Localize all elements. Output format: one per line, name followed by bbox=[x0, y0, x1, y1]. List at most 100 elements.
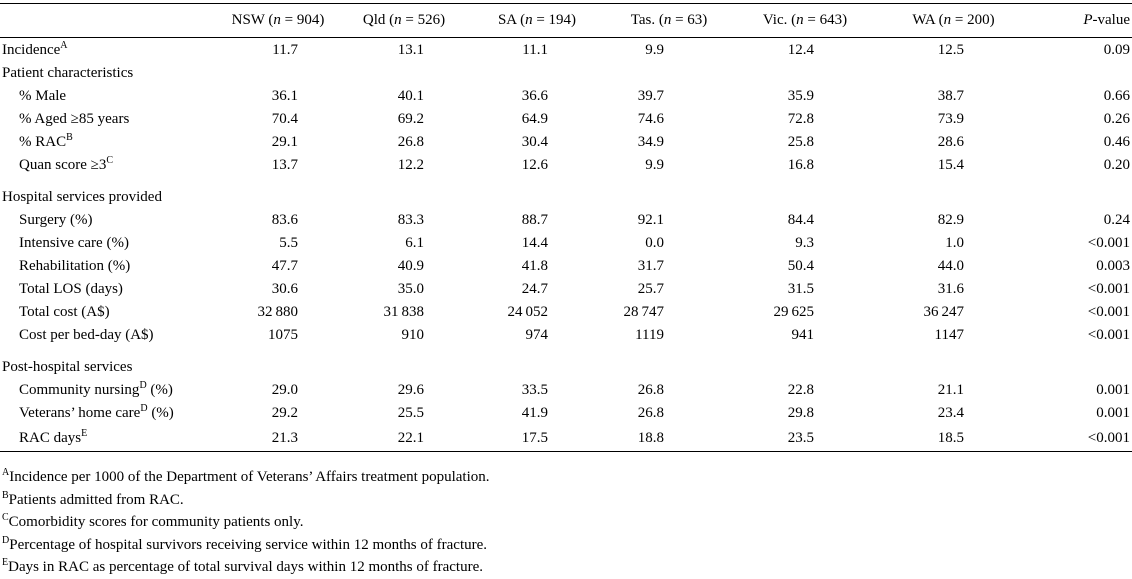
table-row: Total cost (A$) 32 880 31 838 24 052 28 747 2… bbox=[0, 300, 1132, 323]
value-cell: 25.8 bbox=[787, 133, 814, 150]
value-cell: 13.1 bbox=[397, 41, 424, 58]
footnote-mark: B bbox=[2, 489, 9, 501]
value-cell: 26.8 bbox=[637, 381, 664, 398]
n-symbol: n bbox=[525, 12, 533, 28]
value-cell: 24.7 bbox=[521, 280, 548, 297]
section-header-row: Patient characteristics bbox=[0, 61, 1132, 84]
n-equals: = bbox=[532, 12, 549, 28]
value-cell: 5.5 bbox=[279, 234, 298, 251]
value-cell: 26.8 bbox=[637, 404, 664, 421]
row-label: Cost per bed-day (A$) bbox=[0, 323, 218, 346]
value-cell: 34.9 bbox=[637, 133, 664, 150]
value-cell: 36.6 bbox=[521, 87, 548, 104]
pvalue-cell: <0.001 bbox=[1087, 280, 1130, 297]
table-row: IncidenceA 11.7 13.1 11.1 9.9 12.4 12.5 0.09 bbox=[0, 38, 1132, 62]
pvalue-cell: 0.09 bbox=[1103, 41, 1130, 58]
value-cell: 974 bbox=[525, 326, 549, 343]
header-blank bbox=[0, 3, 218, 38]
value-cell: 11.1 bbox=[522, 41, 548, 58]
row-label: RAC daysE bbox=[0, 424, 218, 452]
value-cell: 23.5 bbox=[734, 424, 876, 452]
col-header: Vic. (n = 643) bbox=[734, 3, 876, 38]
row-label: Rehabilitation (%) bbox=[0, 254, 218, 277]
pvalue-cell: 0.001 bbox=[1096, 381, 1130, 398]
value-cell: 40.9 bbox=[397, 257, 424, 274]
table-row: Cost per bed-day (A$) 1075 910 974 1119 941 11… bbox=[0, 323, 1132, 346]
row-label: Total cost (A$) bbox=[0, 300, 218, 323]
pvalue-header: P-value bbox=[1031, 3, 1132, 38]
pvalue-cell: <0.001 bbox=[1087, 326, 1130, 343]
row-label: % Male bbox=[0, 84, 218, 107]
section-header-row: Post-hospital services bbox=[0, 355, 1132, 378]
footnote-ref: D bbox=[139, 379, 147, 391]
value-cell: 70.4 bbox=[271, 110, 298, 127]
col-header: SA (n = 194) bbox=[470, 3, 604, 38]
value-cell: 88.7 bbox=[521, 211, 548, 228]
footnote-mark: C bbox=[2, 512, 9, 524]
value-cell: 28 747 bbox=[623, 303, 664, 320]
pvalue-cell: <0.001 bbox=[1031, 424, 1132, 452]
row-label: Community nursingD (%) bbox=[0, 378, 218, 401]
pvalue-cell: 0.001 bbox=[1096, 404, 1130, 421]
value-cell: 50.4 bbox=[787, 257, 814, 274]
row-label-text: % Aged ≥85 years bbox=[19, 110, 130, 127]
table-row: Rehabilitation (%) 47.7 40.9 41.8 31.7 50.4 44… bbox=[0, 254, 1132, 277]
value-cell: 82.9 bbox=[937, 211, 964, 228]
n-symbol: n bbox=[796, 12, 804, 28]
value-cell: 64.9 bbox=[521, 110, 548, 127]
value-cell: 31.6 bbox=[937, 280, 964, 297]
table-header: NSW (n = 904) Qld (n = 526) SA (n = 194)… bbox=[0, 3, 1132, 38]
table-row: Intensive care (%) 5.5 6.1 14.4 0.0 9.3 1.0 <0.… bbox=[0, 231, 1132, 254]
col-header-count: 904 bbox=[296, 12, 320, 28]
footnote-ref: C bbox=[106, 154, 114, 166]
value-cell: 22.8 bbox=[787, 381, 814, 398]
pvalue-cell: 0.26 bbox=[1103, 110, 1130, 127]
n-equals: = bbox=[280, 12, 297, 28]
value-cell: 29.0 bbox=[271, 381, 298, 398]
value-cell: 910 bbox=[401, 326, 425, 343]
col-header-name: Tas. bbox=[630, 12, 656, 28]
value-cell: 33.5 bbox=[521, 381, 548, 398]
value-cell: 40.1 bbox=[397, 87, 424, 104]
n-symbol: n bbox=[394, 12, 402, 28]
value-cell: 35.0 bbox=[397, 280, 424, 297]
footnote: CComorbidity scores for community patien… bbox=[2, 511, 489, 534]
value-cell: 36.1 bbox=[271, 87, 298, 104]
row-label-text: Quan score ≥3 bbox=[19, 156, 107, 173]
col-header-name: Qld bbox=[362, 12, 386, 28]
value-cell: 22.1 bbox=[338, 424, 470, 452]
table-row: Veterans’ home careD (%) 29.2 25.5 41.9 26.8… bbox=[0, 401, 1132, 424]
col-header: NSW (n = 904) bbox=[218, 3, 338, 38]
pvalue-cell: 0.20 bbox=[1103, 156, 1130, 173]
value-cell: 1075 bbox=[268, 326, 298, 343]
value-cell: 25.5 bbox=[397, 404, 424, 421]
value-cell: 17.5 bbox=[470, 424, 604, 452]
value-cell: 9.9 bbox=[645, 41, 664, 58]
col-header: Qld (n = 526) bbox=[338, 3, 470, 38]
pvalue-p: P bbox=[1083, 12, 1093, 28]
value-cell: 9.3 bbox=[795, 234, 814, 251]
row-label-text: % RAC bbox=[19, 133, 67, 150]
row-label: Hospital services provided bbox=[0, 185, 1132, 208]
value-cell: 39.7 bbox=[637, 87, 664, 104]
value-cell: 9.9 bbox=[645, 156, 664, 173]
row-label-text: Community nursing bbox=[19, 381, 140, 398]
table-row: Community nursingD (%) 29.0 29.6 33.5 26.8 22… bbox=[0, 378, 1132, 401]
n-equals: = bbox=[803, 12, 820, 28]
value-cell: 13.7 bbox=[271, 156, 298, 173]
value-cell: 23.4 bbox=[937, 404, 964, 421]
value-cell: 29.6 bbox=[397, 381, 424, 398]
value-cell: 30.6 bbox=[271, 280, 298, 297]
footnote-text: Days in RAC as percentage of total survi… bbox=[8, 559, 483, 576]
row-label: Quan score ≥3C bbox=[0, 153, 218, 176]
row-label: Veterans’ home careD (%) bbox=[0, 401, 218, 424]
pvalue-cell: 0.003 bbox=[1096, 257, 1130, 274]
col-header-count: 194 bbox=[548, 12, 572, 28]
col-header-name: NSW bbox=[231, 12, 265, 28]
value-cell: 73.9 bbox=[937, 110, 964, 127]
value-cell: 18.8 bbox=[604, 424, 734, 452]
spacer-row bbox=[0, 176, 1132, 185]
pvalue-cell: <0.001 bbox=[1087, 303, 1130, 320]
row-label-text: Cost per bed-day (A$) bbox=[19, 326, 154, 343]
value-cell: 32 880 bbox=[257, 303, 298, 320]
